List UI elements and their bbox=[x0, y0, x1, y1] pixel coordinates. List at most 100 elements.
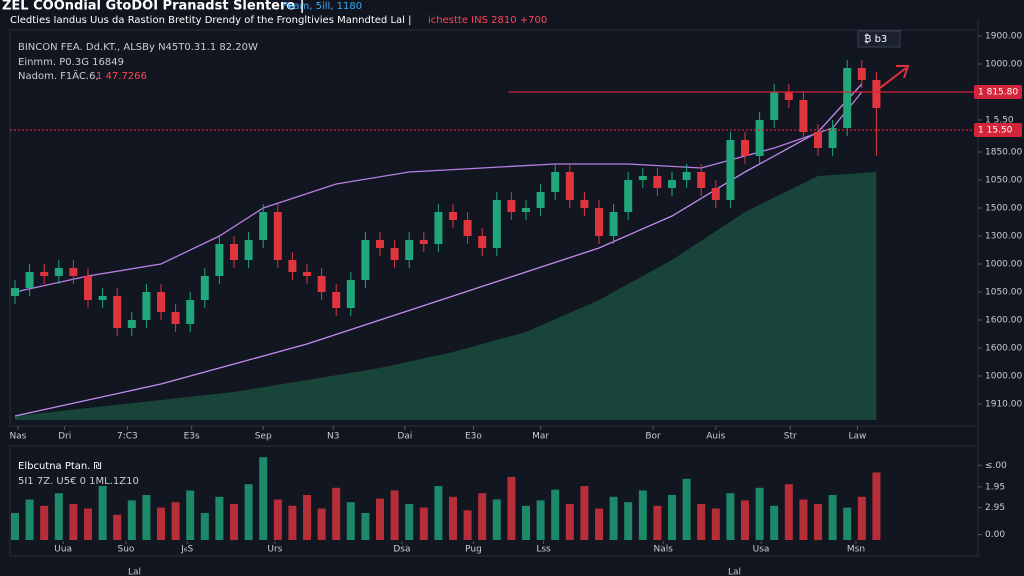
volume-bar bbox=[507, 477, 516, 540]
volume-bar bbox=[814, 504, 822, 540]
x-tick-label: E3o bbox=[465, 432, 482, 442]
candle-body bbox=[84, 276, 92, 300]
volume-x-tick-label: Suo bbox=[117, 545, 134, 555]
volume-bar bbox=[259, 457, 268, 540]
candle-body bbox=[11, 288, 19, 296]
volume-bar bbox=[784, 484, 793, 540]
candle-body bbox=[565, 172, 574, 200]
volume-bar bbox=[186, 490, 195, 540]
volume-bar bbox=[215, 496, 224, 540]
area bbox=[15, 172, 877, 420]
candle-body bbox=[653, 176, 662, 188]
info-line: Nadom. F1ÄC.6, bbox=[18, 69, 99, 82]
candle-body bbox=[346, 280, 355, 308]
volume-bar bbox=[419, 507, 428, 540]
footer-label: Lal bbox=[728, 568, 741, 576]
volume-bar bbox=[580, 486, 589, 540]
candle-body bbox=[507, 200, 516, 212]
x-tick-label: Sep bbox=[255, 432, 272, 442]
candle-body bbox=[303, 272, 311, 276]
volume-bar bbox=[127, 500, 136, 540]
volume-bar bbox=[113, 514, 122, 540]
volume-bar bbox=[711, 508, 720, 540]
candle-body bbox=[54, 268, 63, 276]
volume-bar bbox=[595, 508, 603, 540]
volume-bar bbox=[478, 493, 487, 540]
volume-bar bbox=[376, 498, 384, 540]
badge-label[interactable]: ₿ b3 bbox=[864, 33, 887, 45]
y-tick-label: 1300.00 bbox=[985, 232, 1022, 242]
volume-bar bbox=[273, 499, 282, 540]
candle-body bbox=[609, 212, 618, 236]
y-tick-label: 1600.00 bbox=[985, 344, 1022, 354]
candle-body bbox=[755, 120, 764, 156]
price-tag-label: 1 15.50 bbox=[978, 126, 1013, 136]
x-tick-label: 7:C3 bbox=[117, 432, 138, 442]
volume-bar bbox=[638, 490, 647, 540]
y-tick-label: 1500.00 bbox=[985, 204, 1022, 214]
candle-body bbox=[799, 100, 808, 132]
volume-x-tick-label: Lss bbox=[536, 545, 551, 555]
candle-body bbox=[259, 212, 268, 240]
price-tag bbox=[974, 85, 1022, 99]
title-note: Feam, 5ill, 1180 bbox=[282, 1, 362, 12]
x-tick-label: Law bbox=[848, 432, 866, 442]
candle-body bbox=[697, 172, 706, 188]
candle-body bbox=[273, 212, 282, 260]
volume-x-tick-label: J₆S bbox=[180, 545, 193, 555]
candle-body bbox=[127, 320, 136, 328]
price-tag bbox=[974, 123, 1022, 137]
info-value: 1 47.7266 bbox=[96, 71, 147, 82]
candle-body bbox=[419, 240, 428, 244]
y-tick-label: 1910.00 bbox=[985, 400, 1022, 410]
candle-body bbox=[69, 268, 78, 276]
x-tick-label: Dai bbox=[397, 432, 412, 442]
volume-bar bbox=[230, 504, 238, 540]
volume-title: Elbcutna Ptan. ₪ bbox=[18, 461, 102, 472]
candle-body bbox=[522, 208, 530, 212]
y-tick-label: 1000.00 bbox=[985, 60, 1022, 70]
volume-bar bbox=[98, 486, 107, 540]
candle-body bbox=[361, 240, 370, 280]
candle-body bbox=[682, 172, 691, 180]
candle-body bbox=[624, 180, 633, 212]
volume-tick-label: 1.95 bbox=[985, 482, 1005, 492]
candle-body bbox=[857, 68, 866, 80]
candle-body bbox=[200, 276, 209, 300]
candle-body bbox=[784, 92, 793, 100]
volume-bar bbox=[565, 504, 574, 540]
candle-body bbox=[390, 248, 399, 260]
volume-x-tick-label: Dsa bbox=[393, 545, 410, 555]
volume-bar bbox=[25, 499, 34, 540]
moving-average bbox=[14, 83, 863, 417]
candle-body bbox=[317, 276, 326, 292]
candle-body bbox=[580, 200, 589, 208]
volume-bar bbox=[332, 487, 341, 540]
volume-bar bbox=[741, 500, 749, 540]
x-tick-label: Auis bbox=[706, 432, 725, 442]
volume-bar bbox=[536, 500, 545, 540]
y-tick-label: 1000.00 bbox=[985, 372, 1022, 382]
volume-x-tick-label: Pug bbox=[465, 545, 482, 555]
y-tick-label: 1050.00 bbox=[985, 176, 1022, 186]
candle-body bbox=[449, 212, 457, 220]
subtitle: Cledties Iandus Uus da Rastion Bretity D… bbox=[10, 15, 411, 26]
volume-bar bbox=[828, 495, 837, 540]
candle-body bbox=[434, 212, 443, 244]
volume-bar bbox=[346, 502, 355, 540]
volume-tick-label: 2.95 bbox=[985, 503, 1005, 513]
x-tick-label: Str bbox=[784, 432, 797, 442]
candle-body bbox=[376, 240, 384, 248]
candle-body bbox=[536, 192, 545, 208]
candle-body bbox=[595, 208, 603, 236]
volume-bar bbox=[551, 489, 560, 540]
badge[interactable] bbox=[857, 30, 901, 48]
volume-bar bbox=[682, 478, 691, 540]
volume-tick-label: 0.00 bbox=[985, 530, 1005, 540]
volume-bar bbox=[872, 472, 881, 540]
candle-body bbox=[244, 240, 253, 260]
info-line: BINCON FEA. Dd.KT., ALSBy N45T0.31.1 82.… bbox=[18, 42, 258, 53]
volume-bar bbox=[390, 490, 399, 540]
volume-bar bbox=[726, 493, 735, 540]
candle-body bbox=[98, 296, 107, 300]
